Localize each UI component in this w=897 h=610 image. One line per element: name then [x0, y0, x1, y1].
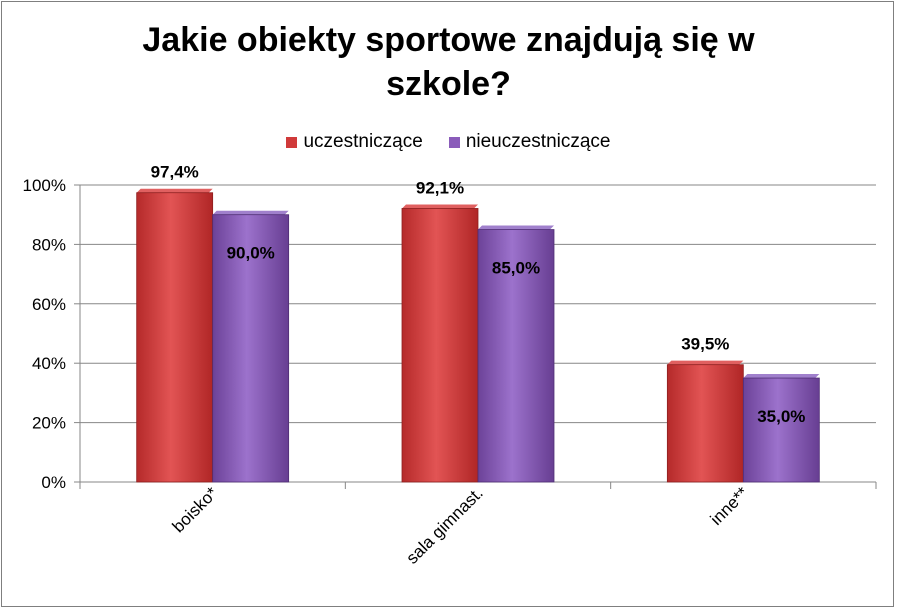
x-tick-label: sala gimnast.	[403, 483, 487, 567]
bar-top	[136, 188, 213, 193]
bar	[666, 364, 744, 483]
data-label: 39,5%	[681, 335, 729, 354]
data-label: 35,0%	[757, 407, 805, 426]
y-tick-label: 80%	[32, 235, 66, 254]
x-tick-label: boisko*	[169, 483, 222, 536]
bar	[742, 377, 820, 483]
legend: uczestniczące nieuczestniczące	[0, 131, 897, 153]
legend-swatch-nieuczestniczace	[448, 136, 460, 148]
legend-item-uczestniczace: uczestniczące	[286, 131, 423, 153]
y-tick-label: 100%	[23, 176, 66, 195]
bar-top	[402, 204, 478, 209]
bar-top	[667, 360, 744, 365]
legend-item-nieuczestniczace: nieuczestniczące	[448, 131, 611, 153]
bar-top	[212, 210, 289, 215]
bar	[136, 192, 214, 483]
chart-title-line-1: Jakie obiekty sportowe znajdują się w	[142, 21, 755, 59]
data-label: 90,0%	[227, 244, 275, 263]
legend-label-uczestniczace: uczestniczące	[303, 131, 423, 152]
bar-top	[478, 225, 554, 230]
data-label: 97,4%	[151, 163, 199, 182]
x-tick-label: inne**	[707, 483, 753, 529]
legend-label-nieuczestniczace: nieuczestniczące	[465, 131, 611, 152]
y-tick-label: 60%	[32, 295, 66, 314]
data-label: 92,1%	[416, 178, 464, 197]
y-tick-label: 0%	[41, 473, 66, 492]
y-tick-label: 20%	[32, 414, 66, 433]
bar	[212, 214, 290, 483]
bar-top	[743, 374, 820, 379]
chart-title: Jakie obiekty sportowe znajdują się w sz…	[0, 18, 897, 106]
data-label: 85,0%	[492, 259, 540, 278]
bar	[401, 208, 479, 483]
bar	[477, 229, 555, 483]
y-tick-label: 40%	[32, 354, 66, 373]
chart-title-line-2: szkole?	[386, 65, 511, 103]
legend-swatch-uczestniczace	[286, 136, 298, 148]
